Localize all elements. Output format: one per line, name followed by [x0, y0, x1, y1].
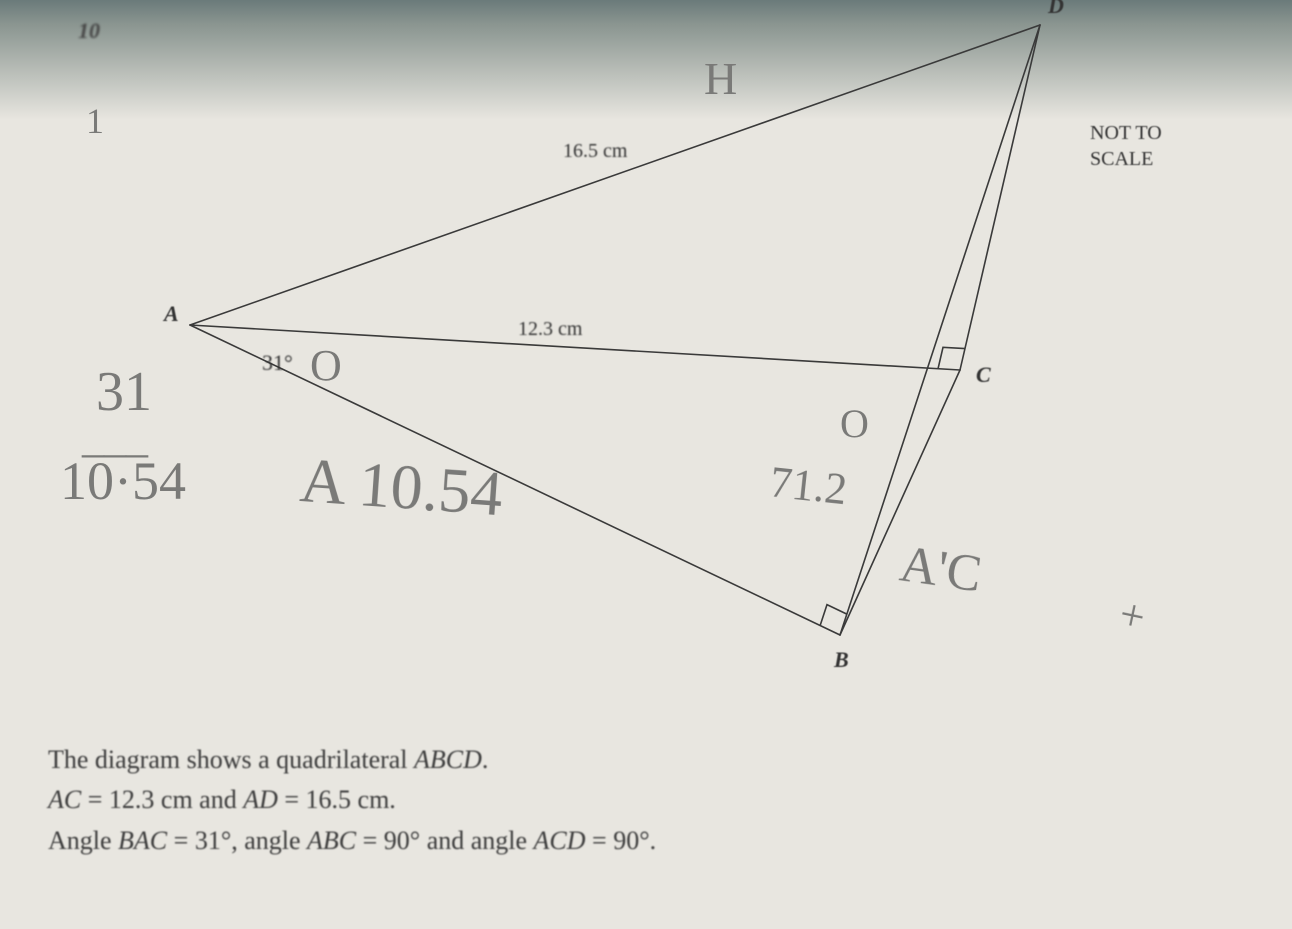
vertex-label-C: C [976, 362, 991, 388]
caption-line-1: The diagram shows a quadrilateral ABCD. [48, 740, 1148, 780]
right-angle-B [820, 605, 847, 626]
handwriting-1: 1 [86, 100, 104, 142]
handwriting-4: 10·54 [60, 450, 186, 512]
dim-label-0: 16.5 cm [563, 140, 627, 163]
caption-line-3: Angle BAC = 31°, angle ABC = 90° and ang… [48, 821, 1148, 861]
edge-AD [190, 25, 1040, 325]
handwriting-9: A'C [896, 535, 985, 605]
vertex-label-D: D [1048, 0, 1064, 19]
edge-DC [960, 25, 1040, 370]
dim-label-1: 12.3 cm [518, 318, 582, 341]
vertex-label-B: B [834, 647, 849, 673]
handwriting-6: O [310, 340, 342, 391]
vertex-label-A: A [164, 301, 179, 327]
angle-bac-label: 31° [262, 350, 293, 376]
handwriting-0: H [704, 52, 737, 105]
question-caption: The diagram shows a quadrilateral ABCD. … [48, 740, 1148, 861]
handwriting-5: A 10.54 [298, 443, 505, 531]
handwriting-7: O [840, 400, 869, 447]
handwriting-8: 71.2 [768, 456, 850, 515]
caption-line-2: AC = 12.3 cm and AD = 16.5 cm. [48, 780, 1148, 820]
